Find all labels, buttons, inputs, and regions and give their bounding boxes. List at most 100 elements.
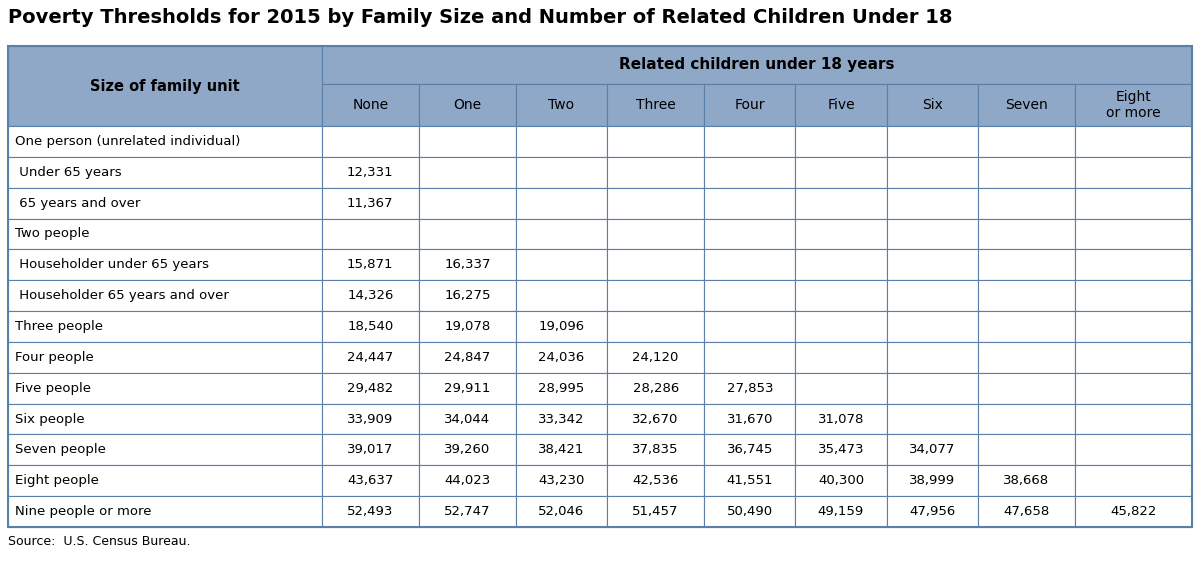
Bar xyxy=(796,311,887,342)
Bar xyxy=(322,373,419,404)
Bar xyxy=(887,404,978,435)
Bar xyxy=(796,435,887,465)
Bar xyxy=(796,188,887,219)
Text: 15,871: 15,871 xyxy=(347,258,394,271)
Text: 34,044: 34,044 xyxy=(444,412,491,425)
Bar xyxy=(607,126,704,157)
Bar xyxy=(704,250,796,280)
Bar xyxy=(322,250,419,280)
Bar xyxy=(516,342,607,373)
Bar xyxy=(322,219,419,250)
Bar xyxy=(704,496,796,527)
Bar xyxy=(887,342,978,373)
Bar xyxy=(887,250,978,280)
Bar xyxy=(322,404,419,435)
Bar xyxy=(887,496,978,527)
Bar xyxy=(704,342,796,373)
Bar xyxy=(322,311,419,342)
Text: Three: Three xyxy=(636,98,676,112)
Bar xyxy=(419,342,516,373)
Bar xyxy=(978,342,1075,373)
Bar xyxy=(607,373,704,404)
Text: 50,490: 50,490 xyxy=(727,505,773,518)
Text: 24,036: 24,036 xyxy=(539,351,584,364)
Text: 39,017: 39,017 xyxy=(347,444,394,456)
Text: 52,046: 52,046 xyxy=(539,505,584,518)
Text: 12,331: 12,331 xyxy=(347,166,394,179)
Text: Related children under 18 years: Related children under 18 years xyxy=(619,58,895,73)
Text: Householder 65 years and over: Householder 65 years and over xyxy=(14,289,229,302)
Bar xyxy=(419,373,516,404)
Bar xyxy=(796,280,887,311)
Bar xyxy=(978,250,1075,280)
Bar xyxy=(322,496,419,527)
Bar xyxy=(516,188,607,219)
Text: 24,847: 24,847 xyxy=(444,351,491,364)
Text: Size of family unit: Size of family unit xyxy=(90,78,240,94)
Bar xyxy=(887,126,978,157)
Bar xyxy=(8,188,322,219)
Bar xyxy=(978,188,1075,219)
Bar xyxy=(8,280,322,311)
Bar xyxy=(322,435,419,465)
Bar xyxy=(607,496,704,527)
Bar xyxy=(704,373,796,404)
Text: Five people: Five people xyxy=(14,381,91,395)
Text: 18,540: 18,540 xyxy=(347,320,394,333)
Text: 39,260: 39,260 xyxy=(444,444,491,456)
Bar xyxy=(978,496,1075,527)
Bar xyxy=(419,404,516,435)
Bar xyxy=(8,342,322,373)
Bar xyxy=(704,84,796,126)
Text: 37,835: 37,835 xyxy=(632,444,679,456)
Text: Six people: Six people xyxy=(14,412,85,425)
Bar xyxy=(419,311,516,342)
Bar xyxy=(1075,311,1192,342)
Bar xyxy=(322,280,419,311)
Text: 24,447: 24,447 xyxy=(347,351,394,364)
Bar xyxy=(516,219,607,250)
Bar xyxy=(704,404,796,435)
Bar xyxy=(978,219,1075,250)
Text: 38,668: 38,668 xyxy=(1003,475,1049,487)
Bar xyxy=(8,404,322,435)
Bar xyxy=(887,84,978,126)
Bar xyxy=(607,188,704,219)
Bar xyxy=(704,219,796,250)
Bar xyxy=(978,373,1075,404)
Text: 47,956: 47,956 xyxy=(908,505,955,518)
Text: One: One xyxy=(454,98,481,112)
Bar xyxy=(704,188,796,219)
Bar xyxy=(1075,435,1192,465)
Bar xyxy=(419,219,516,250)
Bar xyxy=(796,342,887,373)
Text: 35,473: 35,473 xyxy=(817,444,864,456)
Text: One person (unrelated individual): One person (unrelated individual) xyxy=(14,135,240,148)
Bar xyxy=(1075,188,1192,219)
Text: Householder under 65 years: Householder under 65 years xyxy=(14,258,209,271)
Text: 28,995: 28,995 xyxy=(539,381,584,395)
Bar xyxy=(978,435,1075,465)
Bar xyxy=(8,46,1192,527)
Text: 36,745: 36,745 xyxy=(726,444,773,456)
Text: Three people: Three people xyxy=(14,320,103,333)
Bar xyxy=(704,311,796,342)
Bar xyxy=(978,465,1075,496)
Bar xyxy=(887,435,978,465)
Text: Two: Two xyxy=(548,98,575,112)
Bar xyxy=(887,373,978,404)
Bar xyxy=(704,435,796,465)
Bar xyxy=(607,311,704,342)
Text: 52,493: 52,493 xyxy=(347,505,394,518)
Bar xyxy=(607,342,704,373)
Text: 45,822: 45,822 xyxy=(1110,505,1157,518)
Text: Eight
or more: Eight or more xyxy=(1106,90,1160,120)
Bar xyxy=(796,219,887,250)
Bar xyxy=(704,157,796,188)
Bar xyxy=(8,435,322,465)
Bar xyxy=(1075,342,1192,373)
Bar xyxy=(887,280,978,311)
Bar xyxy=(887,465,978,496)
Text: 44,023: 44,023 xyxy=(444,475,491,487)
Bar xyxy=(322,84,419,126)
